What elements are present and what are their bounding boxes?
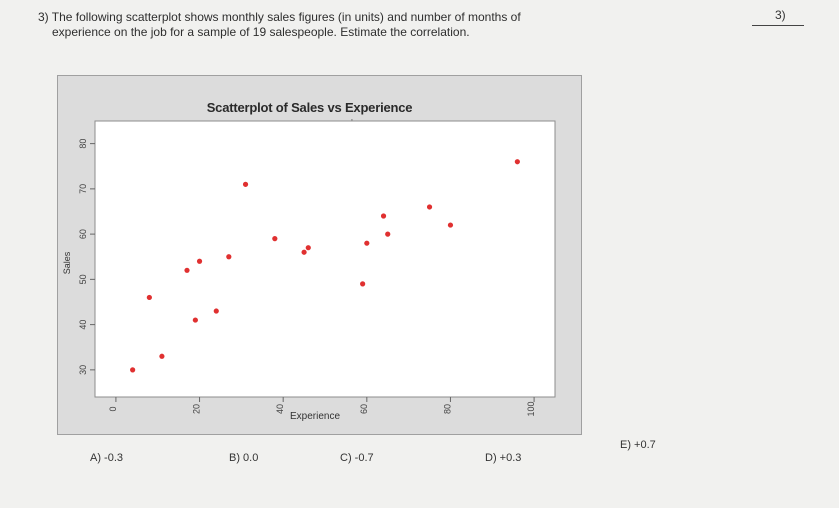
data-point xyxy=(380,213,387,219)
data-point xyxy=(305,245,311,251)
data-point xyxy=(213,308,219,314)
y-tick-label: 60 xyxy=(78,229,88,239)
data-point xyxy=(159,353,165,359)
chart-title: Scatterplot of Sales vs Experience xyxy=(206,100,413,115)
choice-b[interactable]: B) 0.0 xyxy=(229,452,259,464)
data-point xyxy=(196,258,203,264)
x-tick-label: 40 xyxy=(275,404,285,414)
choice-e[interactable]: E) +0.7 xyxy=(620,439,656,451)
choice-d[interactable]: D) +0.3 xyxy=(485,452,522,464)
y-tick-label: 30 xyxy=(78,365,88,375)
scatterplot-figure: Scatterplot of Sales vs Experience I 304… xyxy=(57,75,582,435)
y-axis-label: Sales xyxy=(62,251,72,274)
data-point xyxy=(130,367,136,373)
y-tick-label: 80 xyxy=(78,139,88,149)
question-line-2: experience on the job for a sample of 19… xyxy=(52,25,470,39)
data-point xyxy=(364,240,370,246)
question-line-1: 3) The following scatterplot shows month… xyxy=(38,10,521,24)
data-point xyxy=(242,181,249,187)
data-point xyxy=(146,294,152,301)
x-tick-label: 80 xyxy=(442,404,452,414)
data-point xyxy=(447,222,454,228)
x-tick-label: 100 xyxy=(526,401,536,416)
answer-number: 3) xyxy=(775,8,786,22)
data-point xyxy=(301,249,307,255)
data-point xyxy=(272,236,278,242)
x-tick-label: 0 xyxy=(108,406,118,411)
question-text: 3) The following scatterplot shows month… xyxy=(38,10,678,40)
y-tick-label: 50 xyxy=(78,274,88,284)
data-point xyxy=(426,204,433,210)
choice-a[interactable]: A) -0.3 xyxy=(90,452,124,464)
data-point xyxy=(226,254,232,260)
x-tick-label: 20 xyxy=(192,404,202,414)
data-point xyxy=(360,281,366,287)
choice-c[interactable]: C) -0.7 xyxy=(340,452,374,464)
data-point xyxy=(514,159,520,165)
data-point xyxy=(385,231,391,237)
x-tick-label: 60 xyxy=(359,404,369,414)
plot-area xyxy=(94,120,556,398)
x-axis-label: Experience xyxy=(290,411,340,422)
scatterplot-chart: 30 40 50 60 70 80 0 20 40 60 80 100 Experience Sales xyxy=(62,120,556,422)
y-tick-label: 40 xyxy=(78,320,88,330)
answer-blank-line[interactable] xyxy=(752,25,804,26)
data-point xyxy=(192,317,198,323)
data-point xyxy=(184,267,190,273)
y-tick-label: 70 xyxy=(78,184,88,194)
